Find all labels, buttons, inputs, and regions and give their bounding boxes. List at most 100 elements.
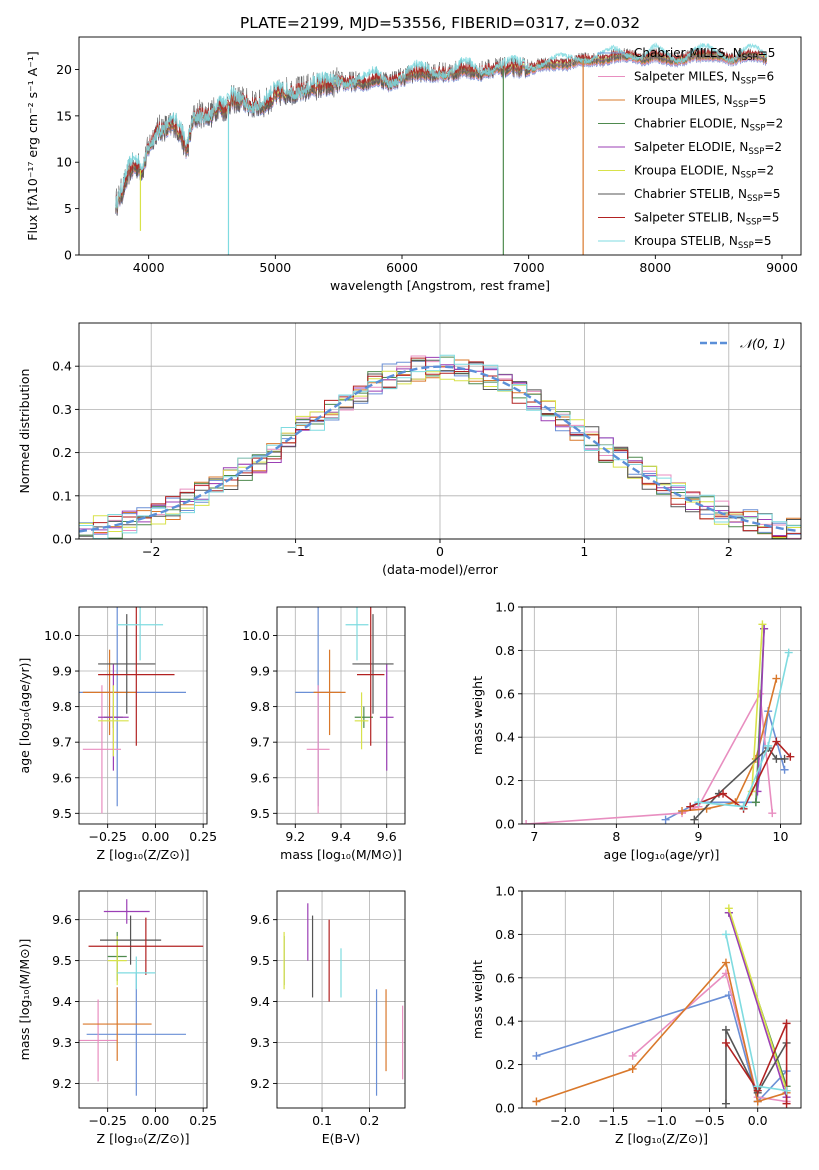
x-tick-label: 9.6 — [377, 829, 397, 844]
legend-label: Chabrier ELODIE, NSSP=2 — [634, 117, 783, 134]
x-tick-label: 1 — [580, 544, 588, 559]
chart-age-vs-mass: 9.2 9.4 9.6 9.5 9.6 9.7 9.8 9.9 10.0 mass [log₁₀(… — [242, 606, 406, 862]
y-tick-label: 9.5 — [250, 953, 270, 968]
x-tick-label: 0 — [436, 544, 444, 559]
x-tick-label: 8 — [612, 829, 620, 844]
x-tick-label: −0.5 — [694, 1113, 724, 1128]
y-tick-label: 0.4 — [495, 730, 515, 745]
x-axis-label: age [log₁₀(age/yr)] — [604, 847, 720, 862]
weight-marker — [772, 754, 781, 763]
y-tick-label: 10.0 — [44, 628, 72, 643]
chart-mass-vs-ebv: 0.1 0.2 9.2 9.3 9.4 9.5 9.6 E(B-V) — [250, 890, 406, 1146]
y-tick-label: 9.4 — [250, 994, 270, 1009]
x-tick-label: 0.25 — [189, 1113, 217, 1128]
y-tick-label: 9.6 — [52, 912, 72, 927]
plot-area — [532, 904, 791, 1108]
weight-marker — [628, 1051, 637, 1060]
chart-mass-vs-Z: −0.25 0.00 0.25 9.2 9.3 9.4 9.5 9.6 Z [log₁₀(Z/Z… — [17, 890, 217, 1146]
x-tick-label: 7 — [530, 829, 538, 844]
weight-marker — [532, 1051, 541, 1060]
weight-series — [536, 994, 788, 1104]
x-tick-label: 0.25 — [189, 829, 217, 844]
weight-marker — [721, 1099, 730, 1108]
y-tick-label: 9.6 — [250, 912, 270, 927]
weight-marker — [782, 1099, 791, 1108]
weight-marker — [772, 737, 781, 746]
figure-title: PLATE=2199, MJD=53556, FIBERID=0317, z=0… — [240, 14, 640, 32]
y-tick-label: 9.5 — [52, 953, 72, 968]
y-axis-label: Flux [fλ10⁻¹⁷ erg cm⁻² s⁻¹ A⁻¹] — [25, 51, 40, 240]
plot-area — [79, 899, 204, 1096]
x-tick-label: 4000 — [133, 260, 165, 275]
legend-label: Salpeter STELIB, NSSP=5 — [634, 211, 779, 228]
y-tick-label: 9.5 — [52, 806, 72, 821]
x-axis-label: Z [log₁₀(Z/Z⊙)] — [615, 1131, 708, 1146]
weight-series — [725, 1029, 788, 1104]
x-tick-label: 0.00 — [141, 1113, 169, 1128]
weight-marker — [784, 648, 793, 657]
weight-marker — [532, 1097, 541, 1106]
weight-marker — [721, 1025, 730, 1034]
axes-frame — [521, 606, 802, 825]
x-tick-label: −2 — [142, 544, 160, 559]
y-axis-label: age [log₁₀(age/yr)] — [17, 658, 32, 774]
y-tick-label: 9.8 — [52, 699, 72, 714]
weight-series — [725, 1023, 788, 1104]
y-tick-label: 15 — [56, 108, 72, 123]
weight-marker — [782, 1019, 791, 1028]
x-tick-label: −1.5 — [598, 1113, 628, 1128]
x-axis-label: E(B-V) — [322, 1131, 361, 1146]
weight-marker — [739, 802, 748, 811]
y-tick-label: 0.4 — [52, 359, 72, 374]
x-tick-label: −2.0 — [550, 1113, 580, 1128]
y-tick-label: 9.2 — [250, 1076, 270, 1091]
x-tick-label: −0.25 — [89, 829, 127, 844]
y-axis-label: Normed distribution — [17, 369, 32, 494]
weight-marker — [753, 1082, 762, 1091]
y-tick-label: 9.3 — [52, 1035, 72, 1050]
plot-area — [79, 354, 801, 539]
x-tick-label: 9000 — [766, 260, 798, 275]
x-tick-label: 10 — [773, 829, 789, 844]
spectrum-line — [115, 41, 768, 209]
weight-marker — [764, 741, 773, 750]
y-tick-label: 9.6 — [52, 770, 72, 785]
y-tick-label: 0.8 — [495, 927, 515, 942]
weight-marker — [758, 620, 767, 629]
y-tick-label: 9.4 — [52, 994, 72, 1009]
y-axis-label: mass weight — [470, 676, 485, 755]
y-tick-label: 0.0 — [495, 1101, 515, 1116]
legend-label: Chabrier MILES, NSSP=5 — [634, 46, 775, 63]
y-tick-label: 9.9 — [52, 664, 72, 679]
weight-marker — [721, 1038, 730, 1047]
weight-marker — [768, 809, 777, 818]
legend-label: Kroupa MILES, NSSP=5 — [634, 93, 766, 110]
y-tick-label: 0.2 — [495, 773, 515, 788]
weight-marker — [780, 765, 789, 774]
weight-series — [689, 740, 791, 811]
weight-marker — [753, 1097, 762, 1106]
legend-label: Chabrier STELIB, NSSP=5 — [634, 187, 781, 204]
chart-age-vs-Z: −0.25 0.00 0.25 9.5 9.6 9.7 9.8 9.9 10.0 Z [log₁₀… — [17, 606, 217, 862]
x-axis-label: Z [log₁₀(Z/Z⊙)] — [97, 847, 190, 862]
y-tick-label: 5 — [64, 201, 72, 216]
y-tick-label: 0.8 — [495, 643, 515, 658]
legend-label: Kroupa ELODIE, NSSP=2 — [634, 164, 774, 181]
histogram-series — [79, 357, 801, 539]
weight-series — [728, 912, 788, 1098]
y-tick-label: 9.6 — [250, 770, 270, 785]
x-axis-label: mass [log₁₀(M/M⊙)] — [280, 847, 402, 862]
x-tick-label: 9 — [694, 829, 702, 844]
y-tick-label: 1.0 — [495, 884, 515, 899]
chart-residuals: −2 −1 0 1 2 0.0 0.1 0.2 0.3 0.4 (data-model)/error… — [17, 322, 802, 577]
gaussian-curve — [79, 365, 799, 533]
spectrum-line — [115, 48, 768, 208]
axes-frame — [78, 890, 208, 1109]
y-tick-label: 9.8 — [250, 699, 270, 714]
x-axis-label: Z [log₁₀(Z/Z⊙)] — [97, 1131, 190, 1146]
weight-marker — [628, 1064, 637, 1073]
y-tick-label: 0.0 — [52, 532, 72, 547]
x-tick-label: 2 — [725, 544, 733, 559]
x-tick-label: 5000 — [259, 260, 291, 275]
